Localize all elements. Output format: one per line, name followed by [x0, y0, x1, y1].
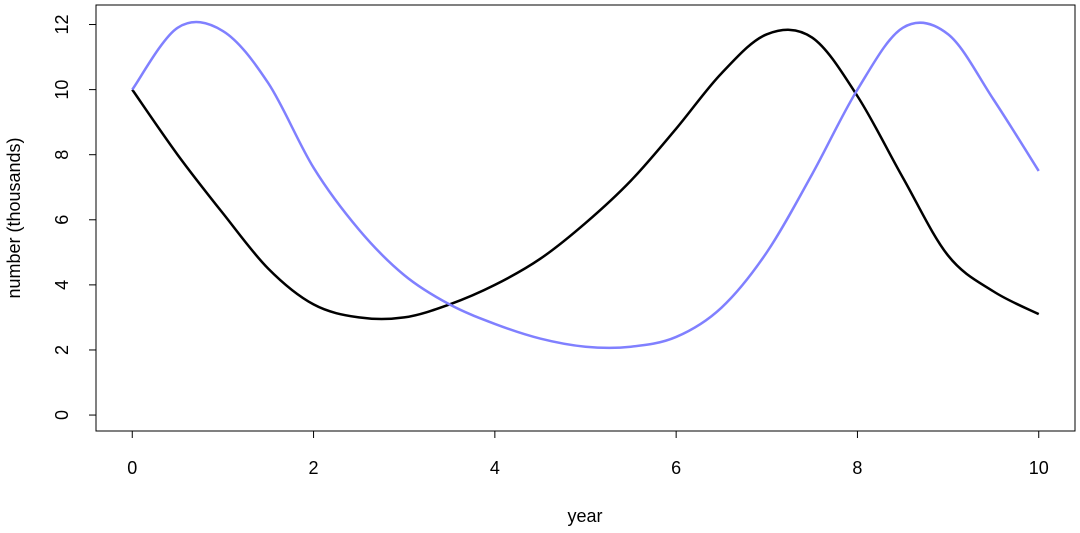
- x-tick-label: 0: [127, 458, 137, 478]
- y-tick-label: 8: [52, 150, 72, 160]
- series-line: [131, 20, 1040, 350]
- y-axis-label: number (thousands): [4, 137, 24, 298]
- plot-box: [95, 4, 1076, 432]
- x-tick-label: 6: [671, 458, 681, 478]
- y-tick-label: 12: [52, 15, 72, 35]
- y-tick-label: 10: [52, 80, 72, 100]
- series-line: [131, 28, 1040, 321]
- x-tick-label: 2: [309, 458, 319, 478]
- y-tick-label: 6: [52, 215, 72, 225]
- x-tick-label: 8: [852, 458, 862, 478]
- y-tick-label: 2: [52, 345, 72, 355]
- x-tick-label: 10: [1029, 458, 1049, 478]
- x-tick-label: 4: [490, 458, 500, 478]
- y-tick-label: 4: [52, 280, 72, 290]
- x-axis-label: year: [567, 506, 602, 526]
- y-tick-label: 0: [52, 410, 72, 420]
